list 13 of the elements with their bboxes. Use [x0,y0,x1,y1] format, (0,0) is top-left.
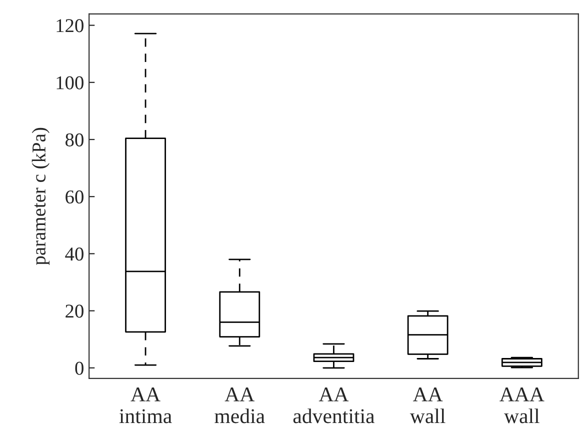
x-tick-label: AA intima [119,387,172,424]
x-tick-label: AAA wall [500,387,544,424]
y-tick-label: 120 [56,19,84,32]
y-tick-label: 60 [66,190,84,204]
x-tick-label: AA adventitia [293,387,375,424]
y-tick-label: 100 [56,76,84,90]
x-tick-label: AA media [214,387,265,424]
y-tick-label: 20 [66,304,84,318]
y-tick-label: 40 [65,248,84,261]
x-tick-label: AA wall [410,387,446,424]
y-tick-label: 80 [66,133,84,146]
y-axis-title: parameter c (kPa) [32,128,50,265]
y-tick-label: 0 [75,362,84,375]
